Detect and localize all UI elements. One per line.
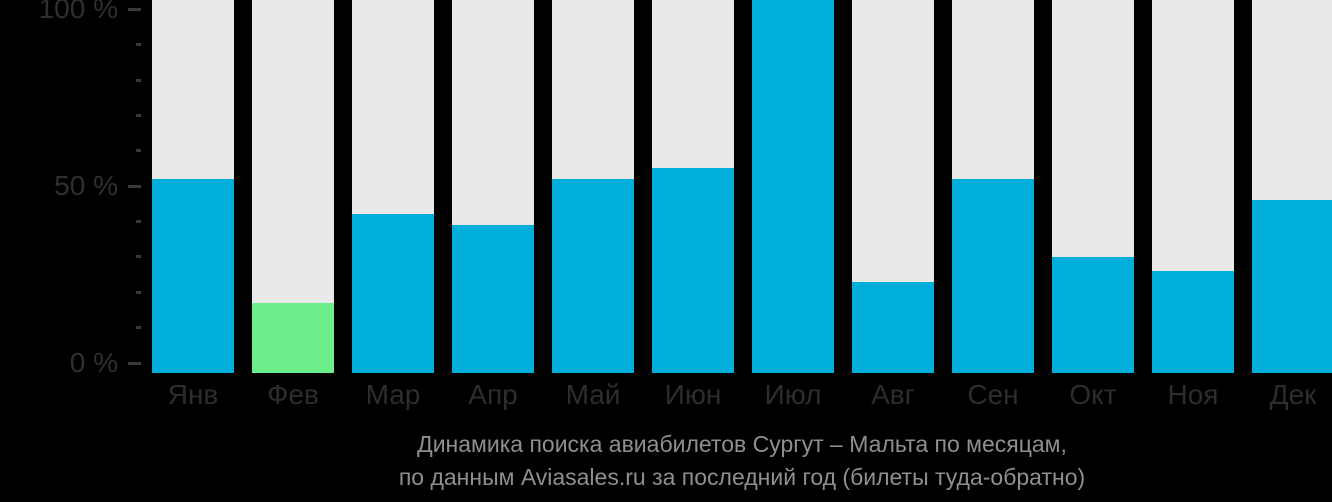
bar-fill xyxy=(152,179,234,373)
bar-column xyxy=(352,0,434,373)
chart-caption: Динамика поиска авиабилетов Сургут – Мал… xyxy=(152,428,1332,494)
bar-fill xyxy=(452,225,534,373)
bar-fill xyxy=(752,0,834,373)
bar-fill xyxy=(352,214,434,373)
bar-fill xyxy=(852,281,934,373)
bar-column xyxy=(552,0,634,373)
y-axis-tick xyxy=(128,7,141,11)
bar-column xyxy=(852,0,934,373)
x-axis-label: Апр xyxy=(468,379,518,410)
bar-fill xyxy=(252,302,334,373)
y-axis-tick xyxy=(136,43,141,47)
y-axis-tick xyxy=(136,78,141,82)
y-axis-tick xyxy=(136,149,141,153)
y-axis-tick-label: 100 % xyxy=(38,0,118,25)
bar-fill xyxy=(1252,200,1332,373)
x-axis-label: Ноя xyxy=(1167,379,1219,410)
caption-line-1: Динамика поиска авиабилетов Сургут – Мал… xyxy=(417,431,1067,457)
y-axis-tick xyxy=(136,326,141,330)
bar-column xyxy=(1152,0,1234,373)
y-axis-tick-label: 50 % xyxy=(54,170,118,202)
y-axis-tick xyxy=(136,255,141,259)
x-axis-label: Дек xyxy=(1269,379,1317,410)
y-axis-tick xyxy=(136,220,141,224)
x-axis-label: Июн xyxy=(664,379,722,410)
bar-fill xyxy=(952,179,1034,373)
x-axis-label: Июл xyxy=(764,379,822,410)
x-axis-label: Фев xyxy=(267,379,319,410)
bar-fill xyxy=(1152,271,1234,373)
bar-column xyxy=(1052,0,1134,373)
bar-column xyxy=(452,0,534,373)
x-axis-label: Авг xyxy=(871,379,915,410)
y-axis-tick xyxy=(128,361,141,365)
bar-fill xyxy=(652,168,734,373)
caption-line-2: по данным Aviasales.ru за последний год … xyxy=(398,464,1086,490)
y-axis-tick xyxy=(136,290,141,294)
x-axis-label: Сен xyxy=(967,379,1019,410)
y-axis-tick-label: 0 % xyxy=(69,347,118,378)
x-axis-label: Янв xyxy=(167,379,219,410)
bar-column xyxy=(1252,0,1332,373)
bar-column xyxy=(752,0,834,373)
plot-area: 0 % 50 % 100 % Янв Фев Мар Апр Май Июн Июл Авг Сен… xyxy=(38,0,1332,410)
y-axis-tick xyxy=(136,113,141,117)
bar-column xyxy=(152,0,234,373)
x-axis-label: Май xyxy=(565,379,621,410)
bar-column xyxy=(652,0,734,373)
y-axis-tick xyxy=(128,184,141,188)
x-axis-label: Мар xyxy=(365,379,421,410)
bar-fill xyxy=(1052,256,1134,373)
bar-column xyxy=(252,0,334,373)
x-axis-label: Окт xyxy=(1069,379,1117,410)
bar-column xyxy=(952,0,1034,373)
bar-fill xyxy=(552,179,634,373)
